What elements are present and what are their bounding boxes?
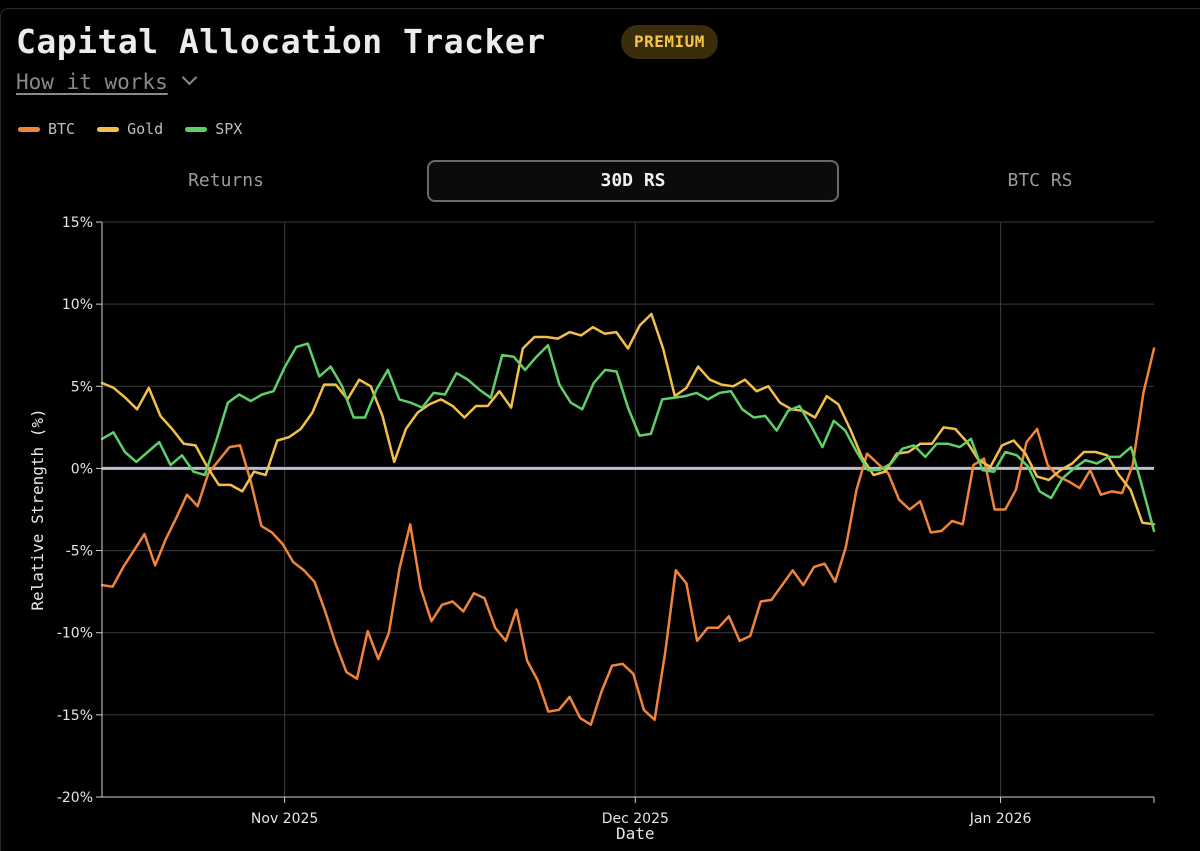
chart-axes [96, 221, 1155, 803]
legend-swatch-gold [97, 126, 120, 132]
legend-label-spx: SPX [215, 120, 243, 138]
how-it-works-toggle[interactable]: How it works [16, 69, 197, 94]
how-it-works-label: How it works [16, 70, 168, 94]
series-line-spx [100, 342, 1156, 533]
relative-strength-chart: -20% -15% -10% -5% 0% 5% 10% 15% Nov 2025 Dec 20… [28, 215, 1156, 843]
chart-legend: BTC Gold SPX [18, 120, 242, 138]
legend-label-btc: BTC [48, 120, 76, 138]
panel-frame [0, 8, 1200, 851]
chart-series [100, 312, 1156, 726]
series-line-gold [100, 312, 1156, 526]
x-axis-title: Date [616, 824, 655, 843]
tab-30d-rs[interactable]: 30D RS [427, 160, 839, 202]
x-axis-ticks: Nov 2025 Dec 2025 Jan 2026 [251, 811, 1032, 827]
tab-btc-rs[interactable]: BTC RS [1007, 170, 1073, 191]
y-axis-ticks: -20% -15% -10% -5% 0% 5% 10% 15% [57, 215, 93, 806]
page-title: Capital Allocation Tracker [16, 22, 546, 61]
x-tick-label: Nov 2025 [251, 811, 318, 827]
y-tick-label: -20% [57, 790, 93, 806]
y-axis-title: Relative Strength (%) [28, 408, 47, 610]
y-tick-label: 5% [71, 379, 93, 395]
x-tick-label: Dec 2025 [602, 811, 669, 827]
legend-item-gold[interactable]: Gold [97, 120, 163, 138]
y-tick-label: 15% [62, 215, 93, 231]
chevron-down-icon [181, 69, 197, 86]
y-tick-label: 0% [71, 461, 93, 477]
legend-item-btc[interactable]: BTC [18, 120, 75, 138]
legend-label-gold: Gold [127, 120, 164, 138]
legend-swatch-btc [18, 126, 40, 132]
y-tick-label: -15% [57, 708, 93, 724]
view-tabs: Returns 30D RS BTC RS [0, 160, 1200, 202]
y-tick-label: -5% [66, 544, 93, 560]
premium-badge: PREMIUM [621, 25, 718, 59]
tab-returns[interactable]: Returns [188, 170, 264, 191]
y-tick-label: -10% [57, 626, 93, 642]
legend-swatch-spx [185, 126, 208, 132]
legend-item-spx[interactable]: SPX [185, 120, 242, 138]
x-tick-label: Jan 2026 [969, 811, 1032, 827]
y-tick-label: 10% [62, 297, 93, 313]
